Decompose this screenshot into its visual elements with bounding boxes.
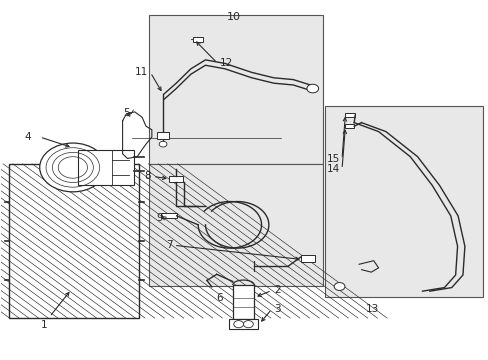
Circle shape [159,141,166,147]
Text: 15: 15 [326,154,340,164]
Text: 5: 5 [123,108,129,118]
Text: 13: 13 [366,304,379,314]
Text: 8: 8 [144,171,151,181]
Bar [300,255,315,262]
Bar [157,132,168,139]
Circle shape [233,320,243,328]
Text: 2: 2 [274,285,280,296]
Bar [325,107,483,297]
Bar [228,319,258,329]
Text: 11: 11 [134,67,148,77]
Text: 7: 7 [165,240,172,250]
Bar [161,213,176,219]
Circle shape [40,143,106,192]
Text: 12: 12 [220,58,233,68]
Bar [232,285,254,319]
Text: 10: 10 [226,12,240,22]
Circle shape [243,320,253,328]
Text: 3: 3 [274,304,280,314]
Text: 9: 9 [156,213,162,222]
Bar [345,113,354,117]
Bar [149,164,322,286]
Circle shape [333,283,344,291]
Text: 14: 14 [326,164,340,174]
Text: 1: 1 [41,320,47,330]
Bar [193,37,203,42]
Circle shape [306,84,318,93]
Bar [345,124,353,128]
Bar [169,176,183,182]
Bar [149,15,322,164]
Text: 4: 4 [24,132,31,142]
Text: 6: 6 [215,293,222,303]
Bar [78,149,134,185]
Bar [9,164,139,318]
